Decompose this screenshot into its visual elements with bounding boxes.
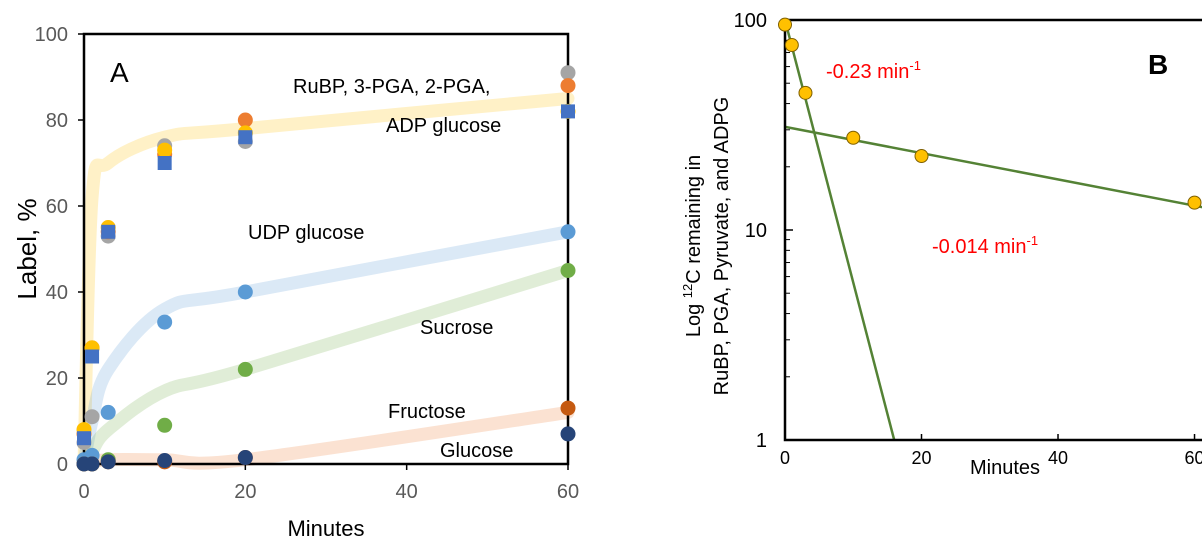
y-axis-label-b: Log 12C remaining in RuBP, PGA, Pyruvate… (680, 97, 733, 396)
data-point (238, 130, 253, 145)
data-point (561, 104, 575, 119)
data-points (76, 65, 576, 472)
y-tick-label: 100 (35, 24, 68, 46)
data-point (100, 404, 116, 420)
x-tick-label-b: 0 (780, 448, 790, 468)
trend-bands (77, 92, 575, 471)
x-ticks-b: 0 20 40 60 (780, 434, 1202, 468)
fit-line (785, 20, 896, 440)
plot-frame-b (783, 18, 1202, 442)
data-point (560, 78, 576, 94)
rate-label-fast: -0.23 min-1 (826, 58, 921, 83)
data-point (84, 409, 100, 425)
data-point (237, 450, 253, 466)
data-point (157, 156, 172, 170)
y-ticks: 0 20 40 60 80 100 (35, 24, 84, 476)
data-point (84, 456, 100, 472)
label-rubp: RuBP, 3-PGA, 2-PGA, (293, 76, 491, 98)
data-point (560, 426, 576, 442)
x-tick-label-b: 60 (1185, 448, 1202, 468)
data-point (237, 284, 253, 300)
rate-label-slow: -0.014 min-1 (932, 233, 1038, 258)
data-point-b (1187, 195, 1202, 210)
x-tick-label-b: 20 (911, 448, 931, 468)
data-points-b (778, 17, 1202, 210)
y-tick-label-b: 10 (745, 220, 767, 242)
trend-band (77, 92, 575, 471)
label-fructose: Fructose (388, 401, 466, 423)
x-tick-label: 20 (234, 481, 256, 503)
y-tick-label: 0 (57, 454, 68, 476)
data-point (100, 454, 116, 470)
x-axis-label: Minutes (287, 516, 364, 541)
data-point-b (798, 85, 813, 100)
fit-lines (785, 20, 1202, 440)
data-point (560, 224, 576, 240)
data-point (157, 142, 173, 158)
label-adp-glucose: ADP glucose (386, 115, 501, 137)
chart-a: 0 20 40 60 80 100 0 20 40 60 A RuBP, 3-PGA, 2-PG… (12, 24, 579, 541)
svg-text:Log 12C remaining in: Log 12C remaining in (680, 155, 705, 337)
data-point (157, 417, 173, 433)
data-point (85, 349, 100, 364)
data-point (77, 431, 91, 446)
y-tick-label: 40 (46, 282, 68, 304)
y-tick-label: 80 (46, 110, 68, 132)
data-point (560, 263, 576, 278)
panel-letter: A (110, 57, 129, 88)
data-point (560, 65, 576, 81)
svg-text:RuBP, PGA, Pyruvate, and ADPG: RuBP, PGA, Pyruvate, and ADPG (711, 97, 733, 396)
trend-band (77, 264, 575, 471)
y-axis-label: Label, % (12, 198, 42, 299)
plot-frame (82, 32, 570, 466)
label-sucrose: Sucrose (420, 317, 493, 339)
y-tick-label-b: 100 (734, 10, 767, 32)
data-point-b (778, 17, 792, 32)
x-axis-label-b: Minutes (970, 457, 1040, 479)
data-point (560, 400, 576, 416)
y-ticks-b: 1 10 100 (734, 10, 793, 452)
data-point-b (914, 149, 929, 164)
x-tick-label: 0 (78, 481, 89, 503)
data-point (101, 224, 116, 239)
data-point-b (846, 130, 861, 145)
y-tick-label: 60 (46, 196, 68, 218)
label-udp-glucose: UDP glucose (248, 222, 364, 244)
y-tick-label: 20 (46, 368, 68, 390)
x-tick-label-b: 40 (1048, 448, 1068, 468)
x-ticks: 0 20 40 60 (78, 464, 579, 503)
label-glucose: Glucose (440, 440, 513, 462)
data-point (237, 112, 253, 128)
y-tick-label-b: 1 (756, 430, 767, 452)
x-tick-label: 60 (557, 481, 579, 503)
data-point (157, 453, 173, 469)
data-point (157, 314, 173, 330)
data-point (237, 361, 253, 377)
data-point-b (784, 38, 799, 53)
panel-letter-b: B (1148, 49, 1168, 80)
x-tick-label: 40 (396, 481, 418, 503)
